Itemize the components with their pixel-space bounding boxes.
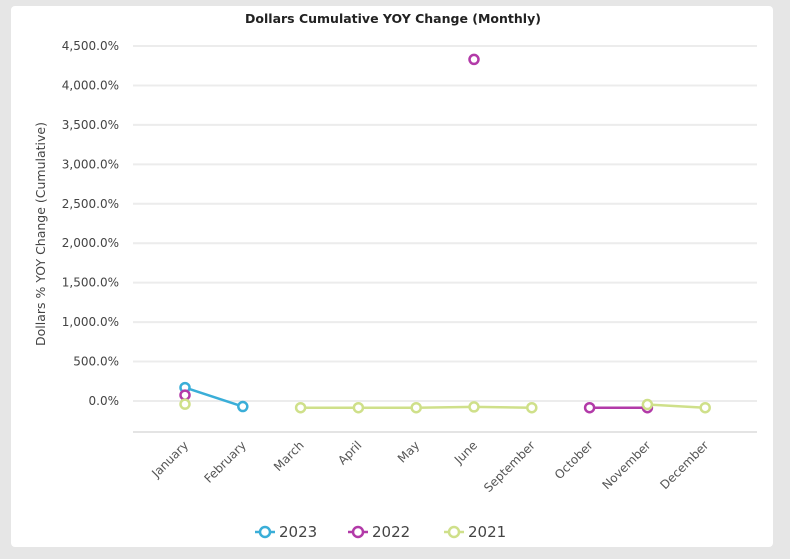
x-tick-label: November — [599, 438, 653, 492]
y-tick-label: 2,000.0% — [62, 236, 119, 250]
data-point[interactable] — [468, 401, 480, 413]
x-tick-label: September — [481, 438, 538, 495]
legend: 2023 2022 2021 — [255, 523, 506, 541]
series-line-segment — [416, 405, 475, 409]
series-line-segment — [473, 405, 532, 409]
series-line-segment — [184, 386, 244, 408]
legend-item-2022[interactable]: 2022 — [348, 523, 410, 541]
data-point[interactable] — [179, 389, 191, 401]
legend-marker — [258, 525, 272, 539]
legend-marker — [447, 525, 461, 539]
gridlines — [133, 45, 757, 402]
x-tick-label: March — [271, 438, 307, 474]
y-tick-label: 0.0% — [89, 394, 120, 408]
y-tick-label: 1,500.0% — [62, 276, 119, 290]
axes: 0.0% 500.0% 1,000.0% 1,500.0% 2,000.0% 2,500.… — [62, 39, 757, 495]
y-tick-label: 3,500.0% — [62, 118, 119, 132]
x-tick-label: December — [657, 438, 711, 492]
series-2021 — [179, 398, 711, 414]
x-tick-label: April — [335, 438, 364, 467]
legend-marker — [351, 525, 365, 539]
legend-item-2023[interactable]: 2023 — [255, 523, 317, 541]
series-layer — [179, 53, 711, 414]
x-tick-label: February — [201, 438, 249, 486]
series-2022 — [179, 53, 654, 414]
data-point[interactable] — [237, 400, 249, 413]
legend-label: 2021 — [468, 523, 506, 541]
legend-item-2021[interactable]: 2021 — [444, 523, 506, 541]
data-point[interactable] — [410, 401, 422, 414]
y-tick-label: 1,000.0% — [62, 315, 119, 329]
data-point[interactable] — [179, 398, 191, 410]
data-point[interactable] — [294, 401, 307, 414]
data-point[interactable] — [583, 401, 596, 414]
x-tick-label: October — [552, 438, 596, 482]
data-point[interactable] — [526, 401, 538, 414]
chart-title: Dollars Cumulative YOY Change (Monthly) — [245, 11, 541, 26]
x-tick-label: January — [148, 438, 191, 481]
y-tick-label: 4,500.0% — [62, 39, 119, 53]
legend-label: 2022 — [372, 523, 410, 541]
data-point[interactable] — [641, 398, 654, 411]
y-tick-label: 2,500.0% — [62, 197, 119, 211]
y-axis-label: Dollars % YOY Change (Cumulative) — [33, 122, 48, 346]
chart-card — [11, 6, 773, 547]
data-point[interactable] — [699, 401, 711, 414]
data-point[interactable] — [352, 401, 365, 414]
x-tick-label: June — [451, 438, 480, 467]
data-point[interactable] — [468, 53, 480, 66]
series-line-segment — [647, 403, 706, 409]
legend-label: 2023 — [279, 523, 317, 541]
y-tick-label: 500.0% — [73, 355, 119, 369]
x-tick-label: May — [395, 438, 422, 465]
series-2023 — [179, 381, 249, 413]
y-tick-label: 3,000.0% — [62, 157, 119, 171]
y-tick-label: 4,000.0% — [62, 78, 119, 92]
